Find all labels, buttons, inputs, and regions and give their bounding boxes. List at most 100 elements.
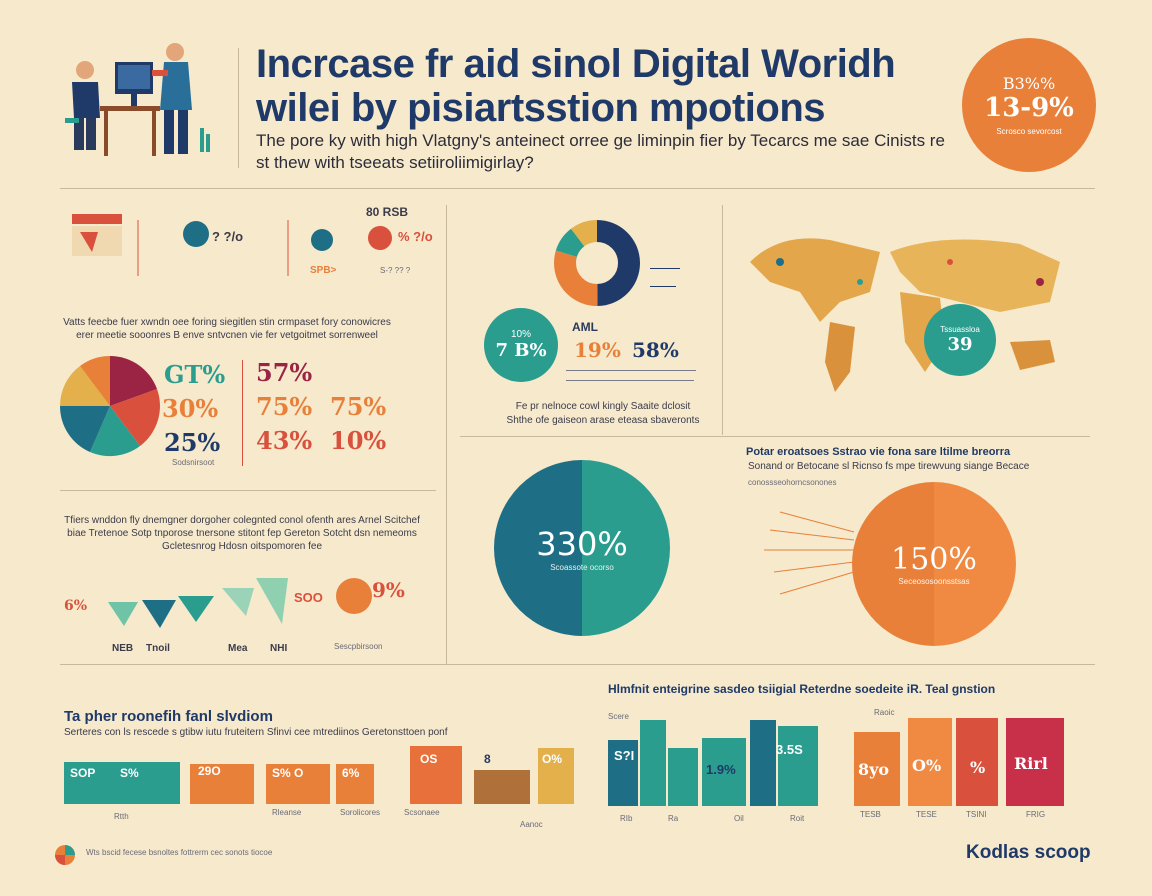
color-bar-2	[908, 718, 952, 806]
pie-stat-1: GT%	[164, 360, 226, 389]
big-teal-circle: 330% Scoassote ocorso	[494, 460, 670, 636]
pie-stat-8: 10%	[330, 426, 387, 455]
bar-7	[538, 748, 574, 804]
bl-val-3: 29O	[198, 764, 221, 778]
office-illustration	[65, 43, 210, 156]
big-orange-caption: Seceososoonsstsas	[898, 577, 970, 586]
br-bar-val-4: Rirl	[1014, 754, 1048, 773]
big-orange-circle: 150% Seceososoonsstsas	[852, 482, 1016, 646]
big-teal-caption: Scoassote ocorso	[550, 562, 614, 572]
color-bar-3	[956, 718, 998, 806]
teal-bar-2	[640, 720, 666, 806]
footer-note: Wts bscid fecese bsnoltes fottrerm cec s…	[86, 848, 273, 857]
bar-5	[410, 746, 462, 804]
bl-label-2: Rleanse	[272, 808, 302, 817]
donut-chart	[554, 220, 640, 306]
br-bar-val-2: O%	[912, 756, 942, 775]
color-bar-4	[1006, 718, 1064, 806]
triangle-chart	[108, 578, 288, 628]
br-label-7: TSINI	[966, 810, 987, 819]
bl-val-2: S%	[120, 766, 139, 780]
mid-left-mid-val: SOO	[294, 590, 323, 605]
orange-connector-lines	[764, 511, 855, 595]
pie-stat-2: 30%	[162, 394, 219, 423]
bottom-left-sub: Serteres con ls rescede s gtibw iutu fru…	[64, 727, 448, 738]
big-orange-heading: Potar eroatsoes Sstrao vie fona sare lti…	[746, 446, 1011, 458]
br-left-val: S?I	[614, 748, 635, 763]
mid-left-caption: Sescpbirsoon	[334, 642, 383, 651]
br-label-1: RIb	[620, 814, 633, 823]
footer-logo-icon	[55, 845, 75, 865]
top-left-small1: SPB>	[310, 265, 337, 276]
big-orange-sub: Sonand or Betocane sl Ricnso fs mpe tire…	[748, 461, 1030, 472]
bar-1	[64, 762, 180, 804]
map-bubble-caption: Tssuassloa	[940, 325, 980, 334]
pie-stat-6: 43%	[256, 426, 313, 455]
teal-bar-5	[750, 720, 776, 806]
br-bar-val-3: %	[970, 758, 986, 777]
color-bar-1	[854, 732, 900, 806]
mid-left-right-val: 9%	[372, 578, 405, 602]
br-mid-val: 1.9%	[706, 762, 736, 777]
br-bar-top: Raoic	[874, 708, 895, 717]
teal-bar-1	[608, 740, 638, 806]
bar-4	[336, 764, 374, 804]
teal-bar-4	[702, 738, 746, 806]
top-left-small2: S-? ?? ?	[380, 266, 411, 275]
bl-val-4: S% O	[272, 766, 304, 780]
donut-stat-c: 58%	[632, 338, 679, 362]
donut-label: AML	[572, 320, 598, 334]
big-orange-value: 150%	[891, 542, 977, 577]
page-title: Incrcase fr aid sinol Digital Woridh wil…	[256, 42, 896, 130]
mid-left-text: Tfiers wnddon fly dnemgner dorgoher cole…	[64, 515, 420, 552]
bl-val-1: SOP	[70, 766, 96, 780]
pie-caption: Sodsnirsoot	[172, 458, 215, 467]
big-orange-note: conossseohorncsonones	[748, 478, 837, 487]
badge-value: 13-9%	[984, 93, 1074, 123]
br-label-4: Roit	[790, 814, 805, 823]
bl-val-6: OS	[420, 752, 438, 766]
footer-brand: Kodlas scoop	[966, 842, 1091, 863]
bl-label-5: Aanoc	[520, 820, 543, 829]
mid-left-left-val: 6%	[64, 598, 88, 614]
bl-val-8: O%	[542, 752, 563, 766]
headline-badge: B3%% 13-9% Scrosco sevorcost	[962, 38, 1096, 172]
br-left-label: Scere	[608, 712, 629, 721]
pie-stat-7: 75%	[330, 392, 387, 421]
donut-bubble-top: 10%	[510, 329, 531, 340]
bottom-right-color-bars	[852, 716, 1066, 806]
bl-label-3: Sorolicores	[340, 808, 381, 817]
bottom-left-heading: Ta pher roonefih fanl slvdiom	[64, 708, 273, 725]
bl-val-7: 8	[484, 752, 491, 766]
top-left-val1: ? ?/o	[212, 229, 244, 244]
badge-caption: Scrosco sevorcost	[996, 127, 1062, 136]
br-right-val: 3.5S	[776, 742, 803, 757]
br-label-8: FRIG	[1026, 810, 1046, 819]
bottom-right-teal-bars	[608, 716, 822, 806]
teal-bar-3	[668, 748, 698, 806]
mid-left-label-3: Mea	[228, 643, 248, 654]
top-left-val3: % ?/o	[398, 229, 433, 244]
bar-6	[474, 770, 530, 804]
bottom-right-heading: Hlmfnit enteigrine sasdeo tsiigial Reter…	[608, 682, 996, 696]
pie-section-text: Vatts feecbe fuer xwndn oee foring siegi…	[63, 317, 391, 341]
br-bar-val-1: 8yo	[858, 760, 890, 779]
big-teal-value: 330%	[536, 524, 628, 563]
donut-caption-1: Fe pr nelnoce cowl kingly Saaite dclosit	[515, 401, 691, 412]
bl-label-4: Scsonaee	[404, 808, 440, 817]
br-label-6: TESE	[916, 810, 937, 819]
br-label-2: Ra	[668, 814, 679, 823]
pie-stat-4: 57%	[256, 358, 313, 387]
mid-left-bubble	[336, 578, 372, 614]
pie-chart	[59, 356, 160, 457]
map-bubble-val: 39	[947, 334, 973, 355]
teal-bar-6	[778, 726, 818, 806]
br-label-3: Oil	[734, 814, 744, 823]
pie-stat-3: 25%	[164, 428, 221, 457]
donut-caption-2: Shthe ofe gaiseon arase eteasa sbaveront…	[506, 415, 700, 426]
top-left-mini-chart	[72, 214, 392, 276]
pie-stat-5: 75%	[256, 392, 313, 421]
mid-left-label-4: NHI	[270, 643, 288, 654]
bar-2	[190, 764, 254, 804]
mid-left-label-1: NEB	[112, 643, 134, 654]
